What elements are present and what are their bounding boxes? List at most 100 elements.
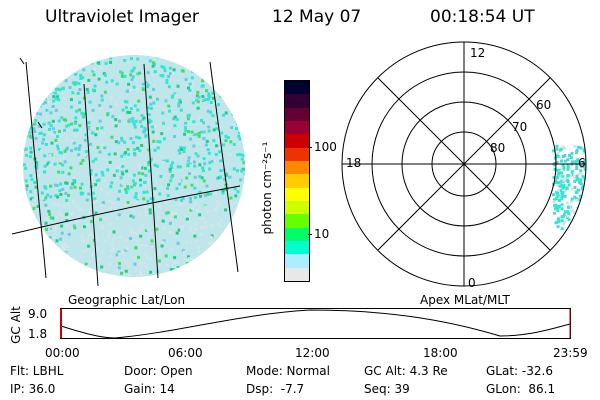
uv-pixel	[112, 247, 116, 251]
polar-pixel	[557, 198, 561, 202]
uv-pixel	[219, 94, 223, 98]
uv-pixel	[81, 59, 85, 63]
uv-pixel	[138, 163, 141, 166]
uv-pixel	[135, 87, 139, 91]
uv-pixel	[133, 181, 137, 185]
polar-pixel	[561, 163, 565, 167]
uv-pixel	[108, 231, 112, 235]
uv-pixel	[86, 90, 90, 94]
colorbar-tick-mark	[308, 147, 312, 148]
uv-pixel	[177, 60, 181, 64]
polar-pixel	[576, 220, 580, 224]
polar-pixel	[577, 188, 581, 192]
uv-pixel	[192, 60, 196, 64]
uv-pixel	[92, 88, 95, 92]
uv-pixel	[152, 61, 155, 65]
uv-pixel	[72, 257, 76, 261]
uv-pixel	[201, 169, 205, 173]
uv-pixel	[37, 252, 41, 256]
uv-pixel	[146, 71, 150, 75]
uv-pixel	[147, 113, 151, 117]
uv-pixel	[149, 157, 153, 161]
uv-pixel	[136, 108, 140, 112]
uv-pixel	[35, 161, 39, 165]
uv-pixel	[186, 83, 190, 87]
uv-pixel	[40, 219, 43, 223]
uv-pixel	[186, 163, 190, 167]
uv-pixel	[116, 256, 120, 260]
uv-pixel	[50, 141, 54, 145]
uv-pixel	[108, 200, 112, 204]
uv-pixel	[29, 146, 33, 150]
uv-pixel	[141, 172, 145, 176]
uv-pixel	[127, 272, 131, 276]
uv-pixel	[220, 270, 223, 274]
polar-pixel	[560, 159, 563, 163]
uv-pixel	[166, 211, 170, 215]
uv-pixel	[188, 80, 192, 84]
uv-pixel	[240, 169, 244, 173]
uv-pixel	[70, 122, 73, 126]
uv-pixel	[87, 244, 91, 248]
uv-pixel	[66, 215, 70, 219]
gc-alt-info: GC Alt: 4.3 Re	[364, 364, 448, 378]
uv-pixel	[214, 153, 218, 156]
uv-pixel	[73, 121, 77, 125]
uv-pixel	[87, 192, 91, 196]
uv-pixel	[188, 89, 192, 92]
uv-pixel	[99, 106, 103, 110]
uv-pixel	[171, 222, 175, 226]
polar-pixel	[572, 224, 576, 228]
uv-pixel	[208, 95, 212, 99]
uv-pixel	[178, 100, 182, 104]
polar-pixel	[586, 198, 589, 201]
uv-pixel	[100, 203, 104, 207]
uv-pixel	[127, 82, 131, 86]
uv-pixel	[211, 114, 215, 118]
uv-pixel	[183, 250, 186, 254]
uv-pixel	[148, 59, 152, 63]
uv-pixel	[23, 163, 26, 167]
uv-pixel	[192, 160, 196, 164]
uv-pixel	[110, 135, 114, 139]
uv-pixel	[83, 266, 87, 270]
uv-pixel	[74, 147, 78, 151]
uv-pixel	[198, 213, 202, 217]
uv-pixel	[177, 228, 181, 232]
uv-pixel	[148, 95, 152, 99]
uv-pixel	[59, 182, 63, 186]
uv-pixel	[64, 67, 68, 71]
uv-pixel	[100, 188, 104, 191]
polar-pixel	[579, 146, 583, 150]
uv-pixel	[126, 201, 130, 204]
uv-pixel	[60, 256, 64, 260]
uv-pixel	[241, 190, 245, 194]
altitude-ytick-max: 9.0	[28, 307, 48, 321]
uv-pixel	[200, 176, 204, 180]
uv-pixel	[82, 55, 86, 59]
uv-pixel	[239, 205, 243, 208]
uv-pixel	[138, 149, 142, 153]
uv-pixel	[168, 109, 171, 113]
uv-pixel	[206, 66, 210, 70]
polar-pixel	[570, 187, 574, 191]
uv-pixel	[134, 192, 138, 196]
uv-pixel	[92, 67, 96, 71]
uv-pixel	[90, 61, 94, 65]
uv-pixel	[102, 267, 106, 271]
uv-pixel	[158, 192, 162, 196]
uv-pixel	[162, 121, 165, 125]
uv-pixel	[145, 190, 149, 194]
uv-pixel	[38, 108, 42, 112]
uv-pixel	[236, 250, 240, 254]
uv-pixel	[203, 162, 207, 166]
uv-pixel	[64, 181, 68, 185]
polar-pixel	[554, 179, 558, 183]
uv-pixel	[54, 183, 58, 187]
dsp-info: Dsp: -7.7	[246, 382, 305, 396]
uv-pixel	[140, 144, 144, 147]
uv-pixel	[32, 82, 36, 86]
uv-pixel	[110, 79, 114, 83]
uv-pixel	[154, 134, 158, 138]
polar-pixel	[575, 174, 579, 178]
